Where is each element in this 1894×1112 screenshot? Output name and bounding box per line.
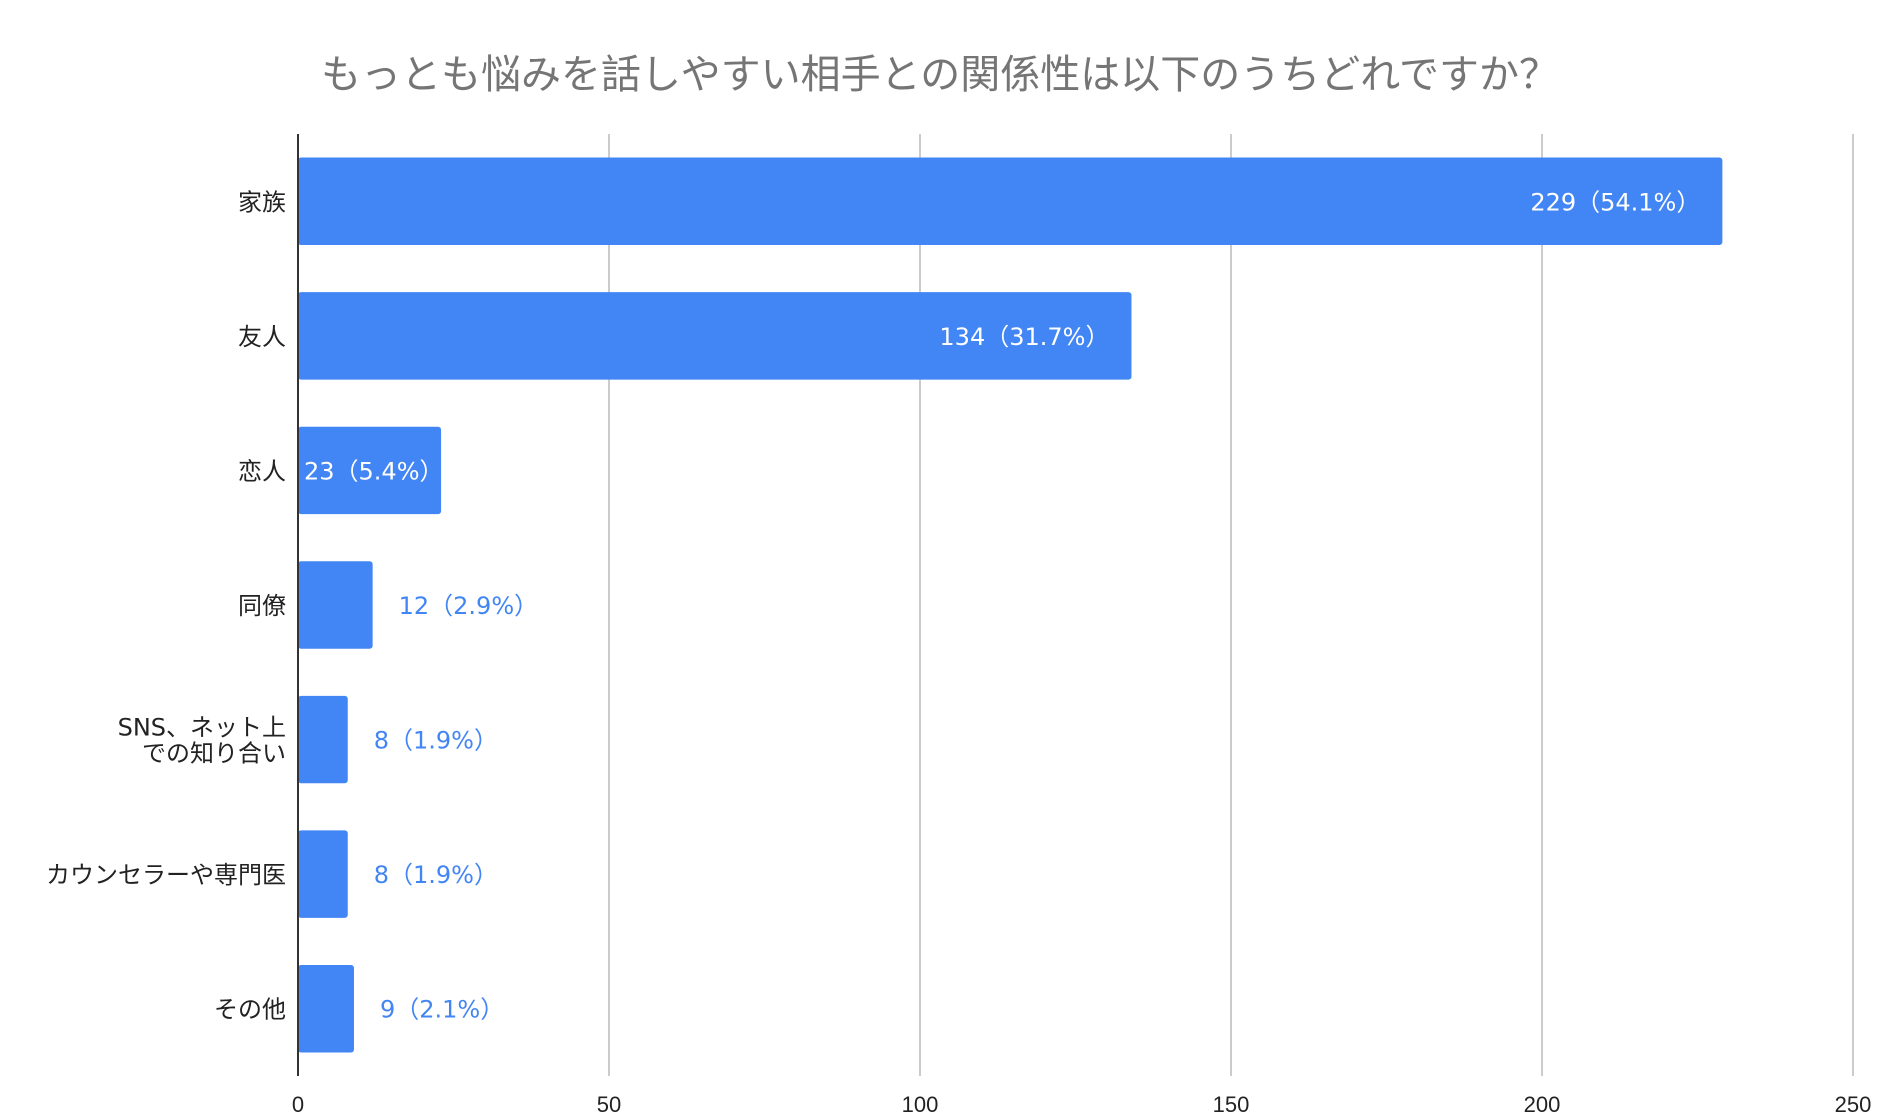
data-label: 229（54.1%） [1530, 188, 1700, 216]
category-label: SNS、ネット上 [118, 714, 286, 742]
data-label: 23（5.4%） [304, 457, 444, 485]
chart-title: もっとも悩みを話しやすい相手との関係性は以下のうちどれですか？ [321, 52, 1559, 98]
x-tick-label: 0 [292, 1092, 304, 1112]
data-label: 8（1.9%） [374, 727, 498, 755]
x-tick-label: 50 [597, 1092, 621, 1112]
category-label: カウンセラーや専門医 [46, 861, 286, 889]
bar [298, 561, 373, 649]
gridlines [608, 134, 1854, 1076]
data-label: 9（2.1%） [380, 996, 504, 1024]
category-label: 恋人 [238, 457, 286, 485]
data-label: 12（2.9%） [399, 592, 539, 620]
x-tick-label: 150 [1213, 1092, 1250, 1112]
category-label: 友人 [238, 323, 286, 351]
x-tick-label: 100 [902, 1092, 939, 1112]
data-labels: 229（54.1%） 134（31.7%） 23（5.4%） 12（2.9%） 8（1.… [304, 188, 1700, 1023]
category-label: 家族 [238, 188, 286, 216]
bar [298, 830, 348, 918]
bar [298, 292, 1132, 380]
x-tick-label: 250 [1835, 1092, 1872, 1112]
data-label: 8（1.9%） [374, 861, 498, 889]
bar [298, 157, 1723, 246]
x-tick-label: 200 [1524, 1092, 1561, 1112]
category-label: 同僚 [238, 592, 286, 620]
x-axis-ticks: 0 50 100 150 200 250 [292, 1092, 1871, 1112]
bars [298, 157, 1723, 1053]
category-label: での知り合い [142, 740, 286, 768]
data-label: 134（31.7%） [939, 323, 1109, 351]
category-label: その他 [214, 996, 286, 1024]
bar [298, 964, 354, 1053]
bar [298, 695, 348, 784]
bar [298, 426, 442, 515]
